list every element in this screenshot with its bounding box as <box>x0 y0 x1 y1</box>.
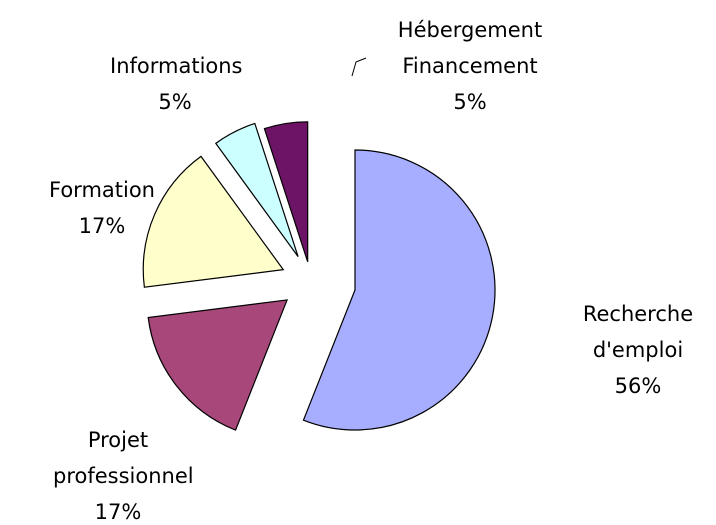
pie-slice <box>147 299 289 431</box>
slice-label: Hébergement Financement 5% <box>375 12 565 120</box>
slice-label: Recherche d'emploi 56% <box>543 296 716 404</box>
category-label: Recherche d'emploi <box>582 302 694 362</box>
category-label: Formation <box>49 178 155 202</box>
value-label: 56% <box>614 374 662 398</box>
value-label: 5% <box>158 90 192 114</box>
slice-label: Informations 5% <box>80 48 270 120</box>
value-label: 17% <box>94 500 142 524</box>
value-label: 17% <box>78 214 126 238</box>
category-label: Hébergement Financement <box>397 18 543 78</box>
category-label: Informations <box>110 54 243 78</box>
slice-label: Formation 17% <box>7 172 197 244</box>
category-label: Projet professionnel <box>53 428 194 488</box>
pie-slice <box>302 149 496 431</box>
slice-label: Projet professionnel 17% <box>23 422 213 525</box>
leader-line <box>351 57 367 77</box>
value-label: 5% <box>453 90 487 114</box>
pie-slice <box>142 155 285 288</box>
pie-slice <box>214 122 299 257</box>
pie-slice <box>263 121 309 262</box>
